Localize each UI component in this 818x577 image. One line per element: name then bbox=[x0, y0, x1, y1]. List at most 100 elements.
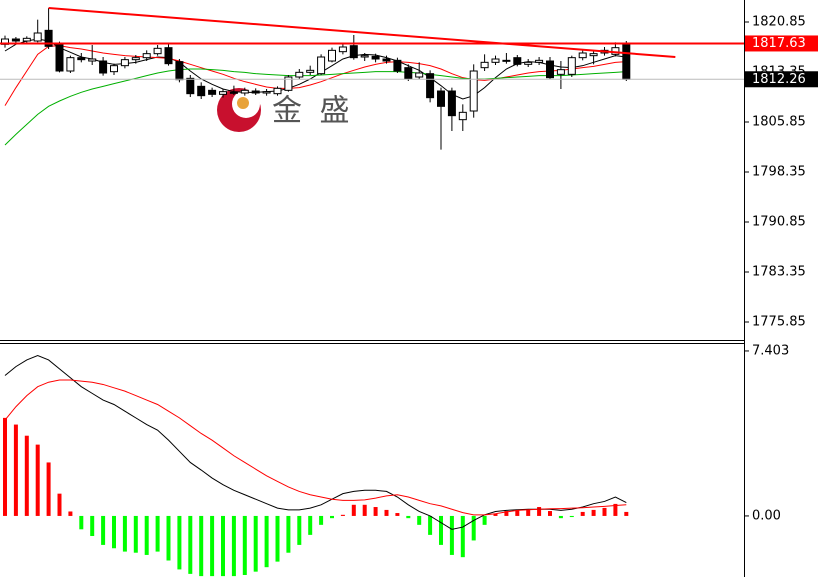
candle-body bbox=[55, 44, 64, 72]
y-tick-label: 1805.85 bbox=[752, 115, 806, 130]
histogram-bar bbox=[242, 515, 247, 575]
histogram-bar bbox=[417, 515, 422, 525]
candle-body bbox=[382, 58, 391, 62]
candle-body bbox=[480, 61, 489, 69]
histogram-bar bbox=[613, 503, 618, 516]
y-tick-label: 1798.35 bbox=[752, 165, 806, 180]
histogram-bar bbox=[493, 513, 498, 516]
candle-body bbox=[426, 73, 435, 99]
candle-body bbox=[535, 59, 544, 63]
level-label: 1817.63 bbox=[752, 36, 806, 51]
y-tick-label: 1820.85 bbox=[752, 15, 806, 30]
histogram-bar bbox=[155, 515, 160, 552]
histogram-bar bbox=[384, 509, 389, 516]
histogram-bar bbox=[46, 462, 51, 516]
candle-body bbox=[11, 38, 20, 42]
histogram-bar bbox=[340, 514, 345, 516]
indicator-line bbox=[4, 45, 627, 106]
histogram-bar bbox=[3, 417, 7, 516]
candle-body bbox=[306, 69, 315, 73]
candle-body bbox=[524, 61, 533, 65]
candle-body bbox=[229, 91, 238, 94]
trend-line bbox=[48, 7, 676, 58]
histogram-bar bbox=[362, 504, 367, 516]
candle-body bbox=[317, 56, 326, 75]
candle-body bbox=[328, 49, 336, 62]
candle-body bbox=[33, 32, 42, 42]
candle-body bbox=[88, 58, 97, 62]
candle-body bbox=[338, 46, 347, 53]
candle-body bbox=[469, 70, 478, 112]
candle-body bbox=[295, 71, 304, 78]
histogram-bar bbox=[57, 493, 62, 516]
candle-body bbox=[546, 60, 554, 79]
histogram-bar bbox=[439, 515, 443, 545]
candle-body bbox=[491, 58, 500, 63]
candle-body bbox=[404, 67, 413, 80]
candle-body bbox=[447, 90, 456, 117]
histogram-bar bbox=[177, 515, 182, 570]
candle-body bbox=[273, 87, 282, 95]
histogram-bar bbox=[319, 515, 324, 525]
last-price-box bbox=[745, 71, 818, 88]
candle-body bbox=[197, 85, 206, 97]
histogram-bar bbox=[210, 515, 215, 577]
y-tick-label: 1790.85 bbox=[752, 215, 806, 230]
histogram-bar bbox=[395, 513, 400, 516]
histogram-bar bbox=[112, 515, 116, 549]
candle-body bbox=[360, 55, 369, 58]
histogram-bar bbox=[428, 515, 433, 535]
candle-body bbox=[589, 53, 598, 57]
indicator-line bbox=[4, 68, 627, 146]
candle-body bbox=[578, 52, 587, 59]
candle-body bbox=[611, 47, 620, 55]
histogram-bar bbox=[24, 435, 29, 516]
last-price-label: 1812.26 bbox=[752, 72, 806, 87]
histogram-bar bbox=[482, 515, 487, 525]
candle-body bbox=[186, 77, 195, 95]
histogram-bar bbox=[351, 504, 356, 516]
histogram-bar bbox=[591, 509, 596, 516]
candle-body bbox=[393, 59, 402, 72]
candle-body bbox=[262, 91, 271, 94]
histogram-bar bbox=[297, 515, 302, 545]
candle-body bbox=[208, 89, 217, 95]
histogram-bar bbox=[35, 444, 40, 516]
histogram-bar bbox=[330, 515, 334, 519]
candle-body bbox=[513, 57, 522, 65]
logo: 金 盛 bbox=[217, 88, 354, 132]
histogram-bar bbox=[537, 507, 542, 516]
histogram-bar bbox=[504, 511, 509, 516]
candle-body bbox=[567, 57, 576, 75]
candle-body bbox=[240, 89, 249, 94]
candle-body bbox=[131, 57, 140, 61]
histogram-bar bbox=[122, 515, 127, 552]
histogram-bar bbox=[449, 515, 454, 555]
histogram-bar bbox=[569, 515, 574, 518]
histogram-bar bbox=[188, 515, 193, 574]
candle-body bbox=[251, 90, 260, 94]
candle-body bbox=[349, 45, 358, 59]
candle-body bbox=[556, 69, 565, 75]
y-tick-label: 1775.85 bbox=[752, 315, 806, 330]
histogram-bar bbox=[460, 515, 465, 558]
indicator-line bbox=[4, 354, 627, 530]
brand-text: 金 盛 bbox=[272, 94, 354, 129]
histogram-bar bbox=[264, 515, 269, 568]
candle-body bbox=[142, 53, 151, 59]
histogram-bar bbox=[101, 515, 106, 545]
candle-body bbox=[502, 59, 511, 62]
histogram-bar bbox=[286, 515, 291, 553]
candle-body bbox=[437, 90, 445, 107]
candle-body bbox=[458, 111, 467, 121]
logo-mark bbox=[237, 97, 249, 109]
histogram-bar bbox=[558, 515, 563, 519]
histogram-bar bbox=[79, 515, 84, 530]
histogram-bar bbox=[526, 509, 531, 516]
histogram-bar bbox=[199, 515, 204, 577]
candle-body bbox=[415, 72, 424, 78]
histogram-bar bbox=[133, 515, 138, 553]
histogram-bar bbox=[624, 511, 629, 516]
